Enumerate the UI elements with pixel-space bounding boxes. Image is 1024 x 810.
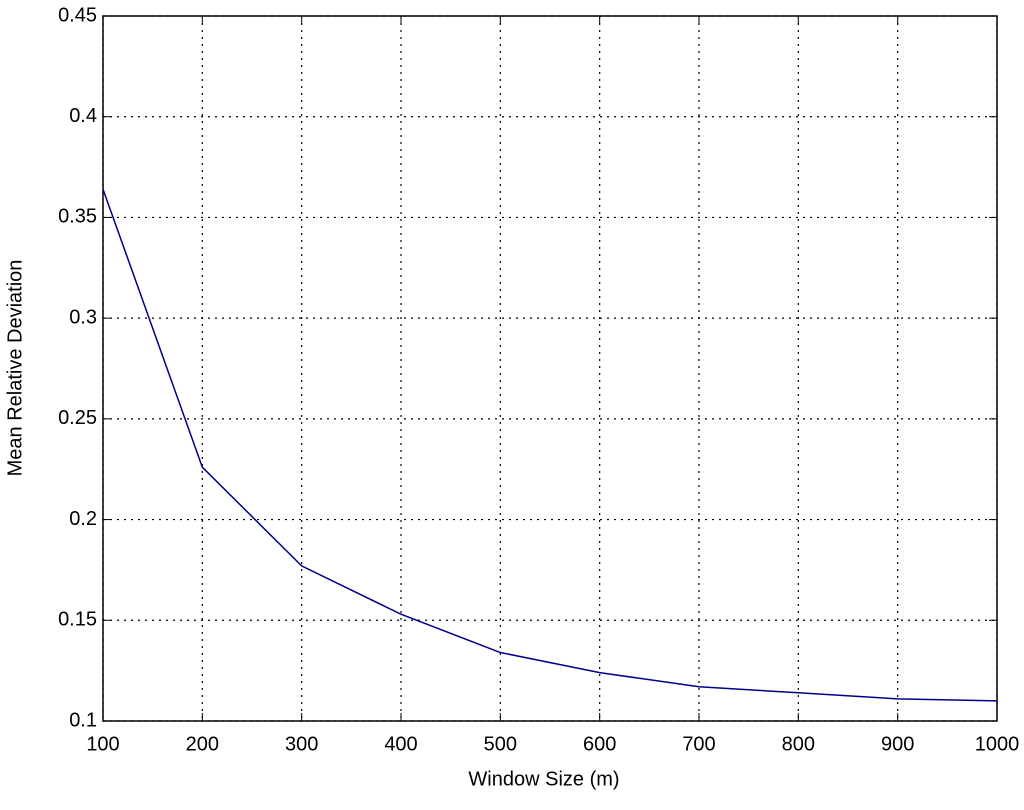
- plot-frame: [102, 15, 998, 722]
- x-tick-label: 1000: [975, 733, 1020, 755]
- x-axis-label: Window Size (m): [468, 768, 619, 790]
- data-line: [102, 188, 998, 702]
- y-tick-label: 0.4: [69, 105, 97, 127]
- y-tick-label: 0.45: [58, 4, 97, 26]
- x-tick-label: 200: [186, 733, 219, 755]
- y-tick-label: 0.3: [69, 306, 97, 328]
- x-tick-label: 800: [782, 733, 815, 755]
- x-tick-label: 300: [285, 733, 318, 755]
- x-tick-label: 700: [682, 733, 715, 755]
- x-tick-label: 600: [583, 733, 616, 755]
- y-tick-label: 0.15: [58, 609, 97, 631]
- y-tick-label: 0.35: [58, 206, 97, 228]
- y-axis-label: Mean Relative Deviation: [4, 260, 26, 477]
- y-tick-label: 0.2: [69, 508, 97, 530]
- x-tick-label: 900: [881, 733, 914, 755]
- y-tick-label: 0.25: [58, 407, 97, 429]
- x-tick-label: 400: [384, 733, 417, 755]
- x-tick-label: 500: [484, 733, 517, 755]
- x-tick-label: 100: [86, 733, 119, 755]
- y-tick-label: 0.1: [69, 709, 97, 731]
